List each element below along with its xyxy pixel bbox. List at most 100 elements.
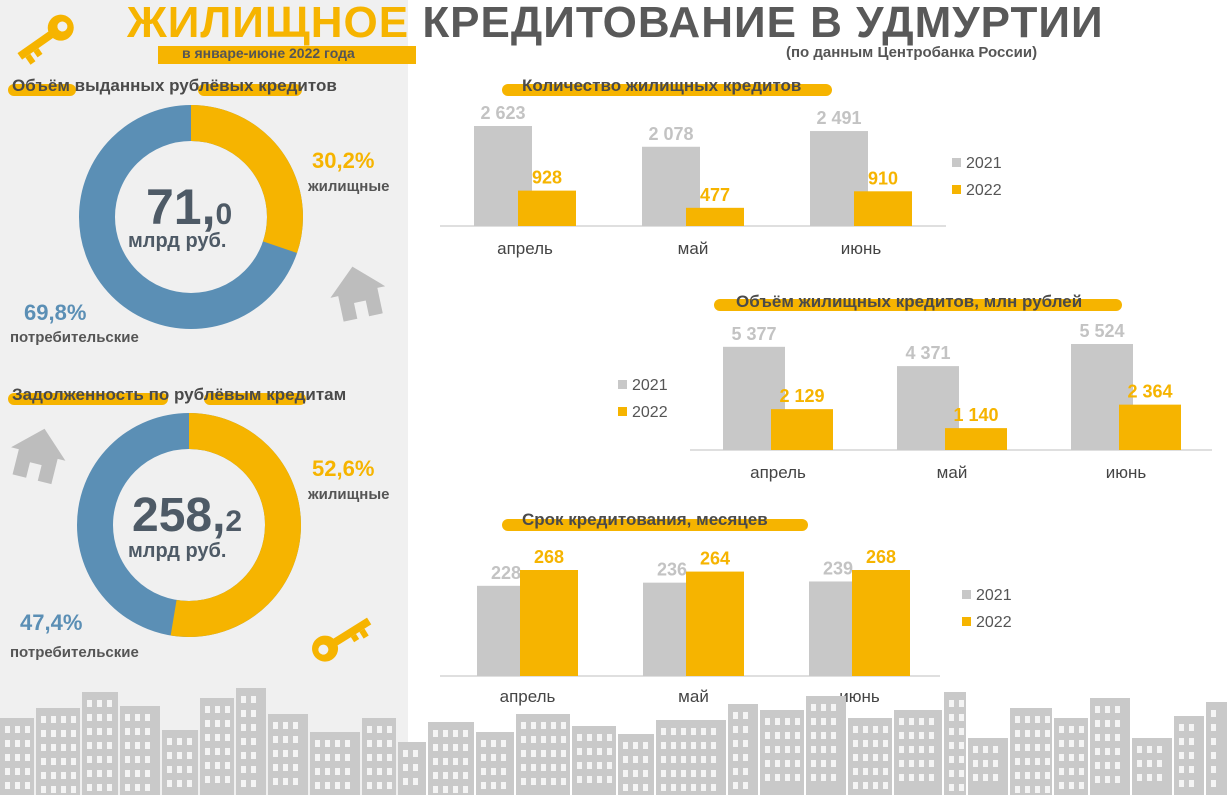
building-window <box>1147 746 1152 753</box>
building-window <box>949 700 954 707</box>
building-window <box>15 740 20 747</box>
building-window <box>273 750 278 757</box>
building-window <box>681 770 686 777</box>
building-window <box>167 780 172 787</box>
title-word: кредитов <box>258 76 337 95</box>
building-window <box>293 764 298 771</box>
building-window <box>993 746 998 753</box>
bar-value-label: 5 377 <box>731 324 776 344</box>
building-window <box>241 710 246 717</box>
building-window <box>765 718 770 725</box>
building-window <box>61 716 66 723</box>
building-window <box>135 756 140 763</box>
building-window <box>97 756 102 763</box>
building-window <box>225 734 230 741</box>
building-window <box>831 746 836 753</box>
donut-debt-center-value: 258,2 <box>132 488 242 543</box>
building-window <box>607 762 612 769</box>
chart-count: 2 623 928 апрель 2 078 477 май 2 491 910 июнь 202… <box>440 103 1002 258</box>
building-window <box>387 782 392 789</box>
building-window <box>463 744 468 751</box>
building-window <box>701 784 706 791</box>
building-window <box>5 740 10 747</box>
building-window <box>919 774 924 781</box>
building-window <box>795 718 800 725</box>
category-label: апрель <box>500 687 556 706</box>
building-window <box>959 770 964 777</box>
building-window <box>1025 716 1030 723</box>
building-window <box>853 782 858 789</box>
building-window <box>973 760 978 767</box>
building-window <box>701 756 706 763</box>
bar-2022 <box>518 190 576 226</box>
building-window <box>959 714 964 721</box>
building-window <box>61 730 66 737</box>
legend-swatch <box>952 185 961 194</box>
building-window <box>5 768 10 775</box>
building-window <box>167 752 172 759</box>
building-shape <box>1206 702 1227 795</box>
building-window <box>1059 726 1064 733</box>
building-window <box>643 784 648 791</box>
building-window <box>929 760 934 767</box>
building-window <box>671 784 676 791</box>
building-window <box>785 732 790 739</box>
building-window <box>15 768 20 775</box>
building-window <box>883 768 888 775</box>
building-window <box>577 734 582 741</box>
building-window <box>1105 734 1110 741</box>
building-window <box>1137 774 1142 781</box>
building-window <box>413 778 418 785</box>
building-window <box>691 728 696 735</box>
building-window <box>873 782 878 789</box>
building-window <box>335 754 340 761</box>
legend-swatch <box>962 617 971 626</box>
building-window <box>795 746 800 753</box>
building-window <box>899 732 904 739</box>
title-word: рублёвых <box>169 76 254 95</box>
building-window <box>831 732 836 739</box>
building-window <box>521 764 526 771</box>
category-label: май <box>937 463 968 482</box>
building-window <box>863 726 868 733</box>
building-window <box>413 750 418 757</box>
building-window <box>531 764 536 771</box>
building-window <box>107 728 112 735</box>
building-window <box>1211 780 1216 787</box>
building-window <box>71 716 76 723</box>
building-window <box>1035 758 1040 765</box>
housing-percent: 30,2% <box>312 148 375 173</box>
center-dec: 2 <box>225 505 243 538</box>
building-window <box>225 706 230 713</box>
donut-debt-chart <box>77 413 301 637</box>
building-window <box>1189 724 1194 731</box>
building-window <box>97 784 102 791</box>
building-window <box>1069 754 1074 761</box>
building-window <box>919 718 924 725</box>
building-window <box>15 726 20 733</box>
building-window <box>743 740 748 747</box>
building-window <box>273 778 278 785</box>
building-window <box>433 758 438 765</box>
key-icon <box>312 617 372 662</box>
building-window <box>251 766 256 773</box>
building-window <box>993 774 998 781</box>
building-window <box>1211 738 1216 745</box>
building-window <box>177 780 182 787</box>
building-window <box>125 784 130 791</box>
chart-term-title: Срок кредитования, месяцев <box>522 510 768 529</box>
bar-value-label: 2 364 <box>1127 382 1172 402</box>
building-window <box>251 724 256 731</box>
building-window <box>491 768 496 775</box>
legend-swatch <box>962 590 971 599</box>
building-window <box>1015 744 1020 751</box>
building-window <box>71 758 76 765</box>
building-window <box>293 778 298 785</box>
chart-volume: 5 377 2 129 апрель 4 371 1 140 май 5 524 2 364 и… <box>618 321 1212 482</box>
building-window <box>87 728 92 735</box>
building-window <box>909 718 914 725</box>
building-window <box>919 760 924 767</box>
building-window <box>661 784 666 791</box>
building-window <box>959 784 964 791</box>
donut-debt-center-unit: млрд руб. <box>128 540 227 562</box>
